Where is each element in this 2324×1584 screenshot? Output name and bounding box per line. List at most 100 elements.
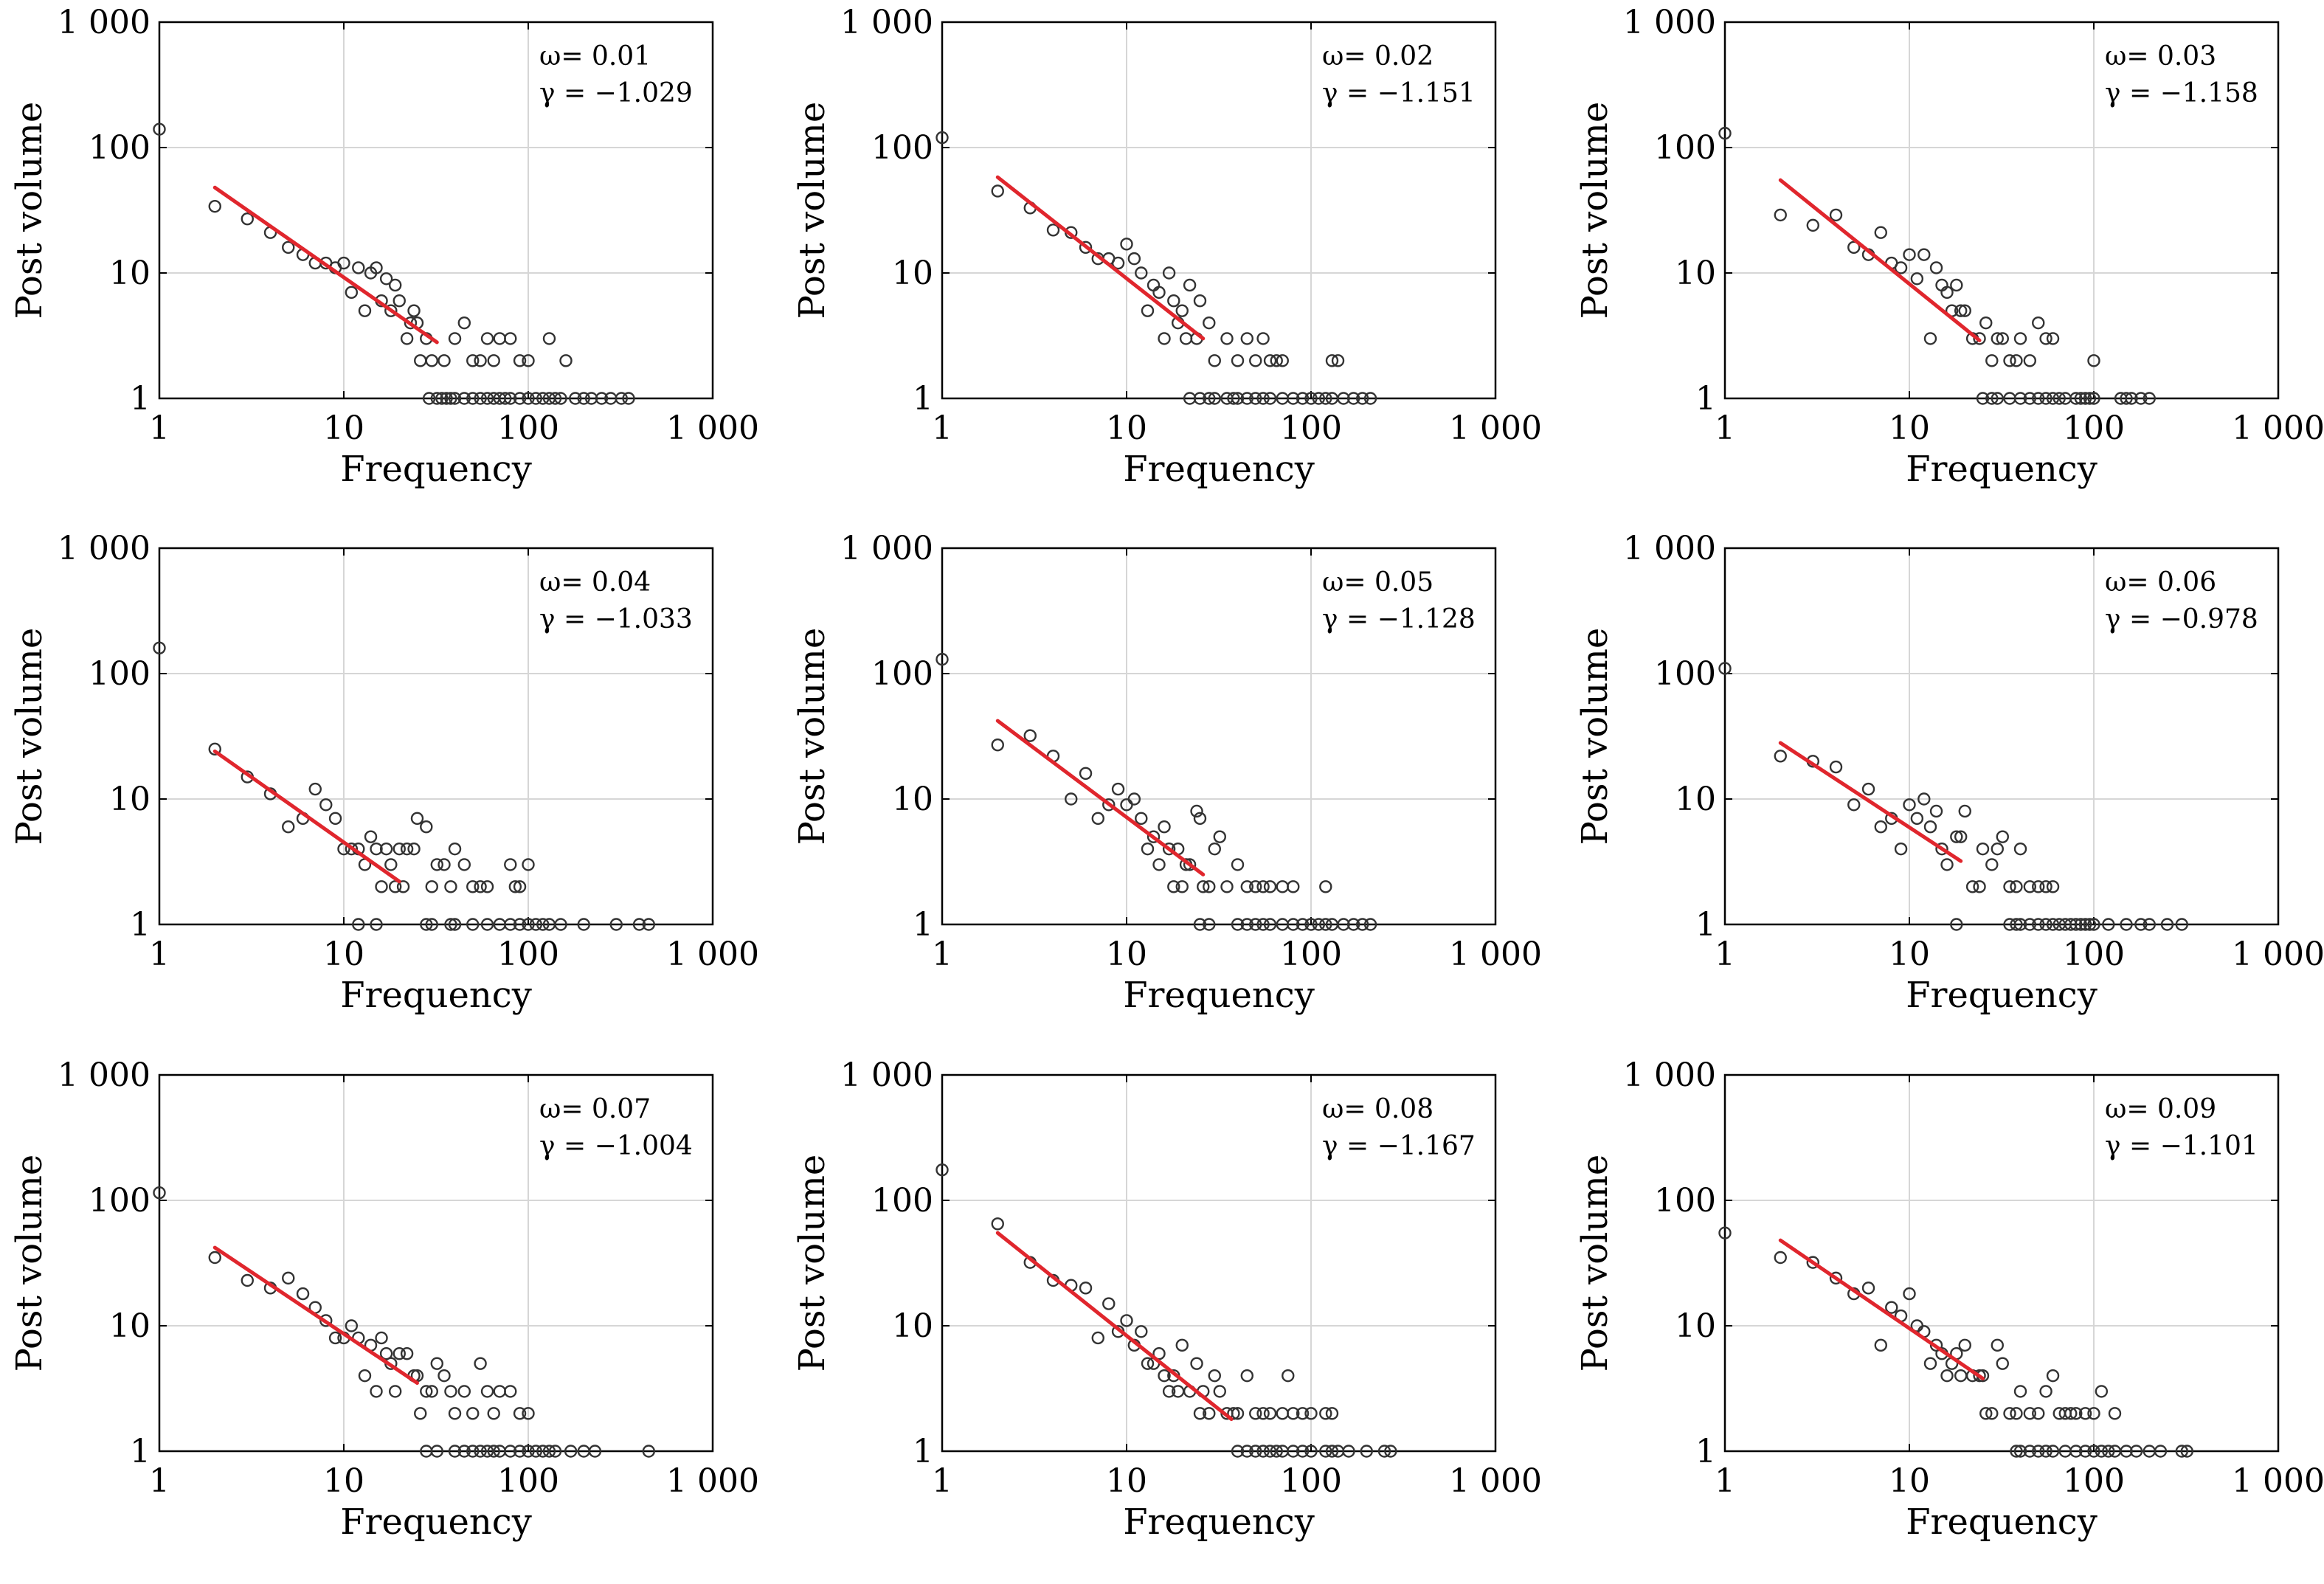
- data-point: [1256, 918, 1270, 931]
- omega-annotation: ω= 0.05: [1322, 567, 1434, 598]
- fit-line: [1778, 178, 1982, 342]
- data-point: [1240, 880, 1254, 893]
- series-1: [936, 1163, 1339, 1420]
- data-point: [1319, 1445, 1332, 1458]
- data-point: [2039, 1385, 2052, 1398]
- x-tick-label: 1 000: [666, 935, 759, 973]
- y-tick-label: 10: [109, 1307, 151, 1345]
- data-point: [2180, 1445, 2193, 1458]
- data-point: [2023, 1407, 2037, 1420]
- series-1: [1718, 126, 2100, 367]
- series-2: [1183, 392, 1377, 405]
- data-point: [1346, 918, 1360, 931]
- data-point: [2087, 354, 2100, 367]
- data-point: [1175, 880, 1189, 893]
- data-point: [466, 354, 480, 367]
- data-point: [1996, 332, 2009, 345]
- x-tick-label: 1 000: [2232, 935, 2324, 973]
- data-point: [1249, 392, 1262, 405]
- data-point: [1213, 830, 1226, 843]
- data-point: [1991, 332, 2004, 345]
- data-point: [1193, 918, 1207, 931]
- gamma-annotation: γ = −1.033: [539, 604, 693, 634]
- data-point: [474, 392, 487, 405]
- data-point: [2125, 392, 2138, 405]
- fit-line: [995, 719, 1206, 876]
- data-point: [1929, 804, 1943, 818]
- data-point: [2013, 332, 2027, 345]
- data-point: [1167, 294, 1180, 308]
- fit-line: [1778, 741, 1963, 863]
- data-point: [1091, 1331, 1104, 1345]
- data-point: [2069, 1445, 2083, 1458]
- data-point: [1996, 830, 2009, 843]
- data-point: [522, 918, 535, 931]
- data-point: [1158, 332, 1171, 345]
- data-point: [522, 392, 535, 405]
- x-tick-label: 1 000: [2232, 409, 2324, 447]
- x-tick-label: 10: [1106, 409, 1147, 447]
- y-axis-label: Post volume: [792, 628, 833, 845]
- data-point: [375, 1331, 388, 1345]
- data-point: [2013, 842, 2027, 856]
- data-point: [435, 392, 449, 405]
- data-point: [1954, 1369, 1968, 1383]
- data-point: [2013, 1385, 2027, 1398]
- data-point: [1355, 392, 1369, 405]
- data-point: [1958, 804, 1971, 818]
- data-point: [1079, 241, 1093, 254]
- data-point: [1203, 1407, 1216, 1420]
- x-tick-label: 100: [1280, 1462, 1342, 1500]
- data-point: [1158, 1369, 1171, 1383]
- series-1: [1718, 662, 2060, 893]
- data-point: [1231, 354, 1245, 367]
- data-point: [1240, 1445, 1254, 1458]
- data-point: [2078, 392, 2092, 405]
- y-tick-label: 1 000: [58, 4, 151, 41]
- y-tick-label: 1: [1695, 380, 1716, 418]
- y-tick-label: 10: [892, 255, 933, 292]
- y-tick-label: 10: [109, 255, 151, 292]
- data-point: [1220, 880, 1234, 893]
- data-point: [2032, 880, 2045, 893]
- chart-panel-4: 11 10 10 100 100 1 000 1 000 Frequency Post volu…: [9, 530, 759, 1016]
- fit-line: [1778, 1238, 1985, 1380]
- x-tick-label: 10: [1889, 1462, 1930, 1500]
- x-axis-label: Frequency: [340, 449, 532, 490]
- data-point: [438, 1369, 451, 1383]
- data-point: [1903, 798, 1916, 812]
- data-point: [1127, 252, 1141, 266]
- data-point: [1249, 880, 1262, 893]
- series-2: [1193, 918, 1377, 931]
- data-point: [370, 842, 383, 856]
- data-point: [1065, 792, 1078, 806]
- data-point: [936, 1163, 949, 1177]
- series-1: [1718, 1226, 2122, 1420]
- data-point: [536, 918, 550, 931]
- data-point: [1885, 1301, 1898, 1314]
- data-point: [474, 880, 487, 893]
- data-point: [1203, 392, 1216, 405]
- series-2: [1950, 918, 2188, 931]
- data-point: [1829, 1271, 1843, 1285]
- data-point: [2046, 918, 2060, 931]
- data-point: [2108, 1407, 2122, 1420]
- data-point: [438, 354, 451, 367]
- data-point: [1287, 1407, 1300, 1420]
- data-point: [1183, 858, 1197, 871]
- data-point: [2120, 918, 2133, 931]
- data-point: [337, 256, 350, 270]
- data-point: [2023, 392, 2037, 405]
- data-point: [1249, 918, 1262, 931]
- data-point: [1282, 1369, 1295, 1383]
- data-point: [2143, 392, 2156, 405]
- data-point: [480, 918, 494, 931]
- data-point: [328, 812, 342, 826]
- data-point: [1141, 304, 1155, 317]
- y-tick-label: 1: [130, 1433, 151, 1470]
- data-point: [2087, 1407, 2100, 1420]
- data-point: [1774, 208, 1787, 222]
- data-point: [499, 392, 512, 405]
- data-point: [1256, 1407, 1270, 1420]
- data-point: [542, 1445, 556, 1458]
